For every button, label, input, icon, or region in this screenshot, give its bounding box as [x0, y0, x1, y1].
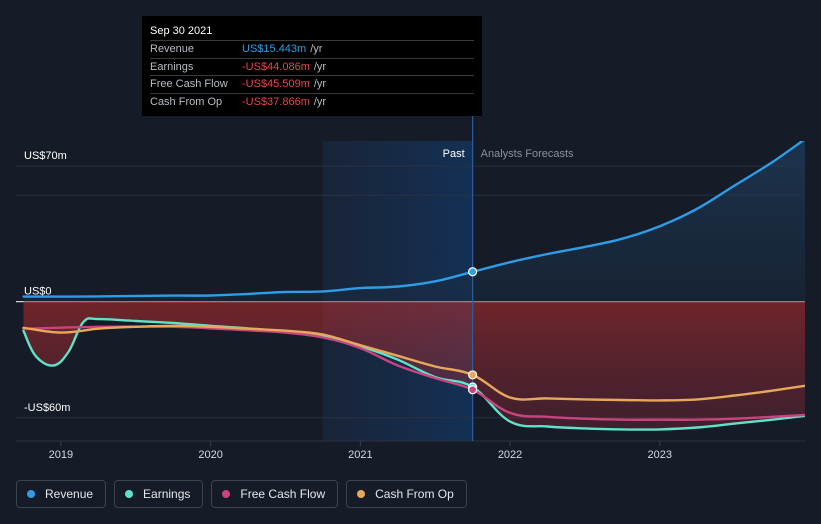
tooltip-label: Cash From Op	[150, 95, 223, 108]
x-tick-label: 2020	[198, 449, 222, 461]
tooltip-unit: /yr	[310, 43, 323, 55]
point-revenue	[468, 267, 478, 277]
x-tick-label: 2019	[49, 449, 73, 461]
past-label: Past	[443, 148, 465, 160]
series-line-free-cash-flow	[22, 325, 805, 421]
legend-label: Free Cash Flow	[240, 487, 326, 501]
negative-area	[23, 301, 805, 430]
tooltip: Sep 30 2021 Revenue US$15.443m /yr Earni…	[142, 16, 482, 116]
legend-dot-icon	[357, 490, 366, 498]
y-tick-label: US$0	[24, 286, 52, 298]
x-tick-label: 2022	[498, 449, 522, 461]
legend-label: Revenue	[45, 487, 94, 501]
legend-item-free-cash-flow[interactable]: Free Cash Flow	[211, 480, 339, 508]
highlight-points	[468, 267, 478, 395]
tooltip-date: Sep 30 2021	[150, 25, 213, 37]
legend-dot-icon	[27, 490, 35, 498]
tooltip-row-cash-from-op: Cash From Op -US$37.866m /yr	[150, 92, 474, 111]
tooltip-value: -US$37.866m	[242, 95, 310, 108]
series-lines	[22, 141, 805, 431]
area-fills	[23, 141, 805, 430]
tooltip-value: -US$44.086m	[242, 60, 310, 73]
tooltip-unit: /yr	[313, 95, 327, 108]
legend-label: Cash From Op	[375, 487, 454, 501]
legend-item-revenue[interactable]: Revenue	[16, 480, 107, 508]
series-line-revenue	[22, 141, 805, 298]
point-cash-from-op	[468, 370, 478, 380]
tooltip-row-free-cash-flow: Free Cash Flow -US$45.509m /yr	[150, 75, 474, 93]
tooltip-unit: /yr	[313, 78, 327, 90]
chart-area: Past Analysts Forecasts US$70m US$0 -US$60m 2…	[16, 116, 805, 461]
series-line-cash-from-op	[22, 324, 805, 402]
tooltip-label: Earnings	[150, 60, 194, 73]
tooltip-label: Revenue	[150, 43, 195, 55]
axis-labels: Past Analysts Forecasts US$70m US$0 -US$60m 2…	[24, 148, 672, 461]
legend-dot-icon	[125, 490, 134, 498]
tooltip-unit: /yr	[313, 60, 327, 73]
tooltip-value: -US$45.509m	[242, 78, 310, 90]
point-free-cash-flow	[468, 385, 478, 395]
x-tick-label: 2021	[348, 449, 372, 461]
tooltip-value: US$15.443m	[242, 43, 307, 55]
legend-dot-icon	[222, 490, 231, 498]
legend-item-cash-from-op[interactable]: Cash From Op	[346, 480, 467, 508]
revenue-area	[23, 141, 805, 302]
tooltip-row-revenue: Revenue US$15.443m /yr	[150, 40, 474, 58]
legend: Revenue Earnings Free Cash Flow Cash Fro…	[16, 480, 467, 508]
y-tick-label: US$70m	[24, 150, 67, 162]
legend-label: Earnings	[143, 487, 191, 501]
forecast-label: Analysts Forecasts	[481, 148, 574, 160]
x-tick-label: 2023	[648, 449, 672, 461]
legend-item-earnings[interactable]: Earnings	[114, 480, 204, 508]
tooltip-row-earnings: Earnings -US$44.086m /yr	[150, 57, 474, 76]
y-tick-label: -US$60m	[24, 402, 70, 414]
tooltip-label: Free Cash Flow	[150, 78, 228, 90]
